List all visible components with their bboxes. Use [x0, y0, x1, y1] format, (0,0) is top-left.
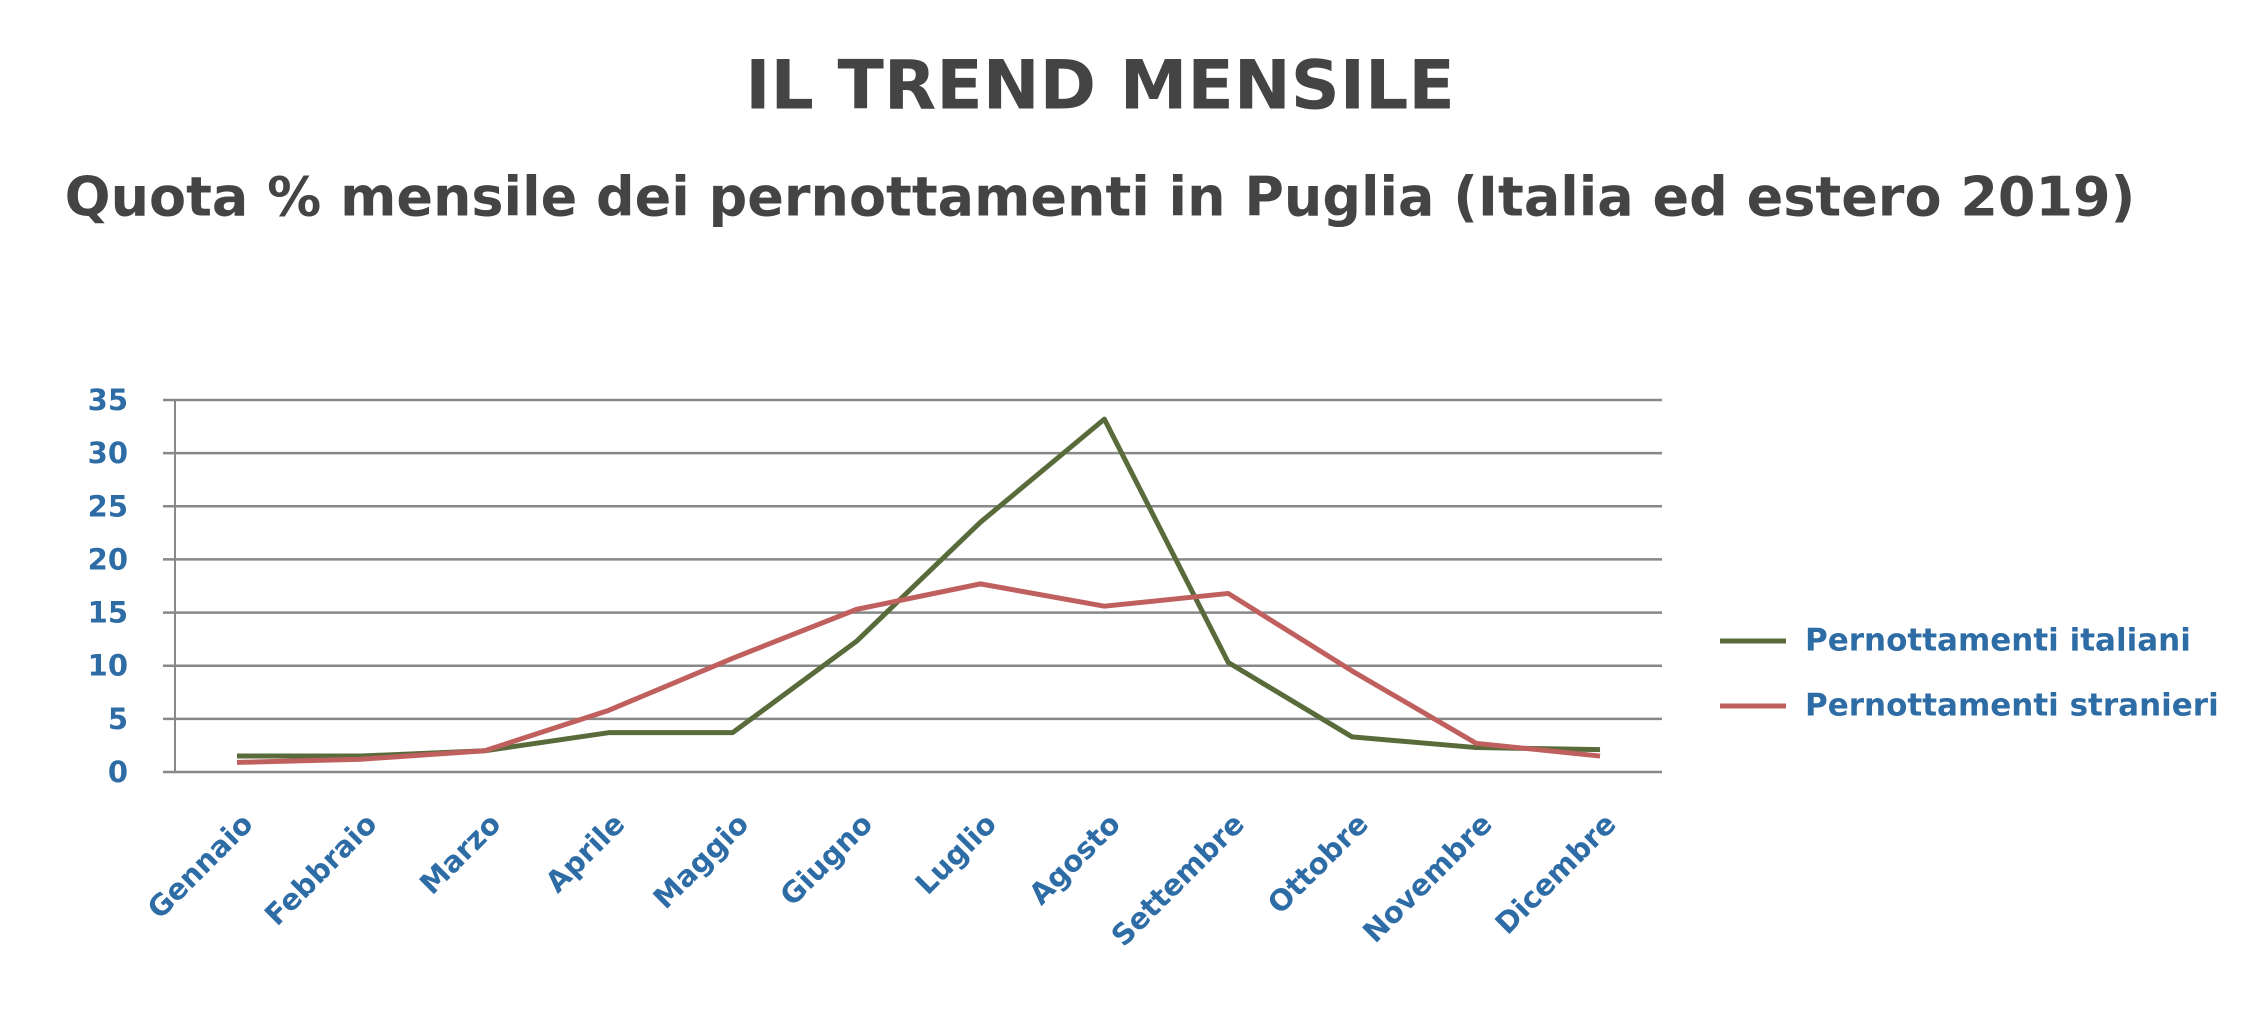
- x-tick-label: Ottobre: [1261, 807, 1375, 921]
- x-tick-label: Maggio: [646, 807, 755, 916]
- y-tick-label: 25: [88, 489, 128, 523]
- legend-label: Pernottamenti stranieri: [1805, 688, 2219, 724]
- y-tick-label: 30: [88, 436, 128, 470]
- y-tick-label: 5: [108, 702, 128, 736]
- series-line: [236, 581, 1601, 765]
- x-tick-label: Febbraio: [258, 807, 384, 933]
- chart-title: IL TREND MENSILE: [745, 47, 1455, 126]
- x-tick-label: Settembre: [1105, 807, 1251, 953]
- y-tick-label: 10: [88, 649, 128, 683]
- x-tick-label: Aprile: [539, 807, 632, 900]
- x-tick-label: Gennaio: [141, 807, 260, 926]
- y-tick-label: 15: [88, 596, 128, 630]
- y-tick-label: 0: [108, 755, 128, 789]
- x-tick-label: Agosto: [1022, 807, 1127, 912]
- chart-subtitle: Quota % mensile dei pernottamenti in Pug…: [65, 166, 2136, 229]
- series-line: [236, 416, 1601, 759]
- x-tick-label: Giugno: [773, 807, 879, 913]
- x-tick-label: Luglio: [909, 807, 1004, 902]
- legend-label: Pernottamenti italiani: [1805, 623, 2191, 659]
- y-tick-label: 20: [88, 542, 128, 576]
- x-tick-label: Novembre: [1356, 807, 1499, 950]
- x-tick-label: Dicembre: [1488, 807, 1622, 941]
- x-tick-label: Marzo: [413, 807, 507, 901]
- y-tick-label: 35: [88, 383, 128, 417]
